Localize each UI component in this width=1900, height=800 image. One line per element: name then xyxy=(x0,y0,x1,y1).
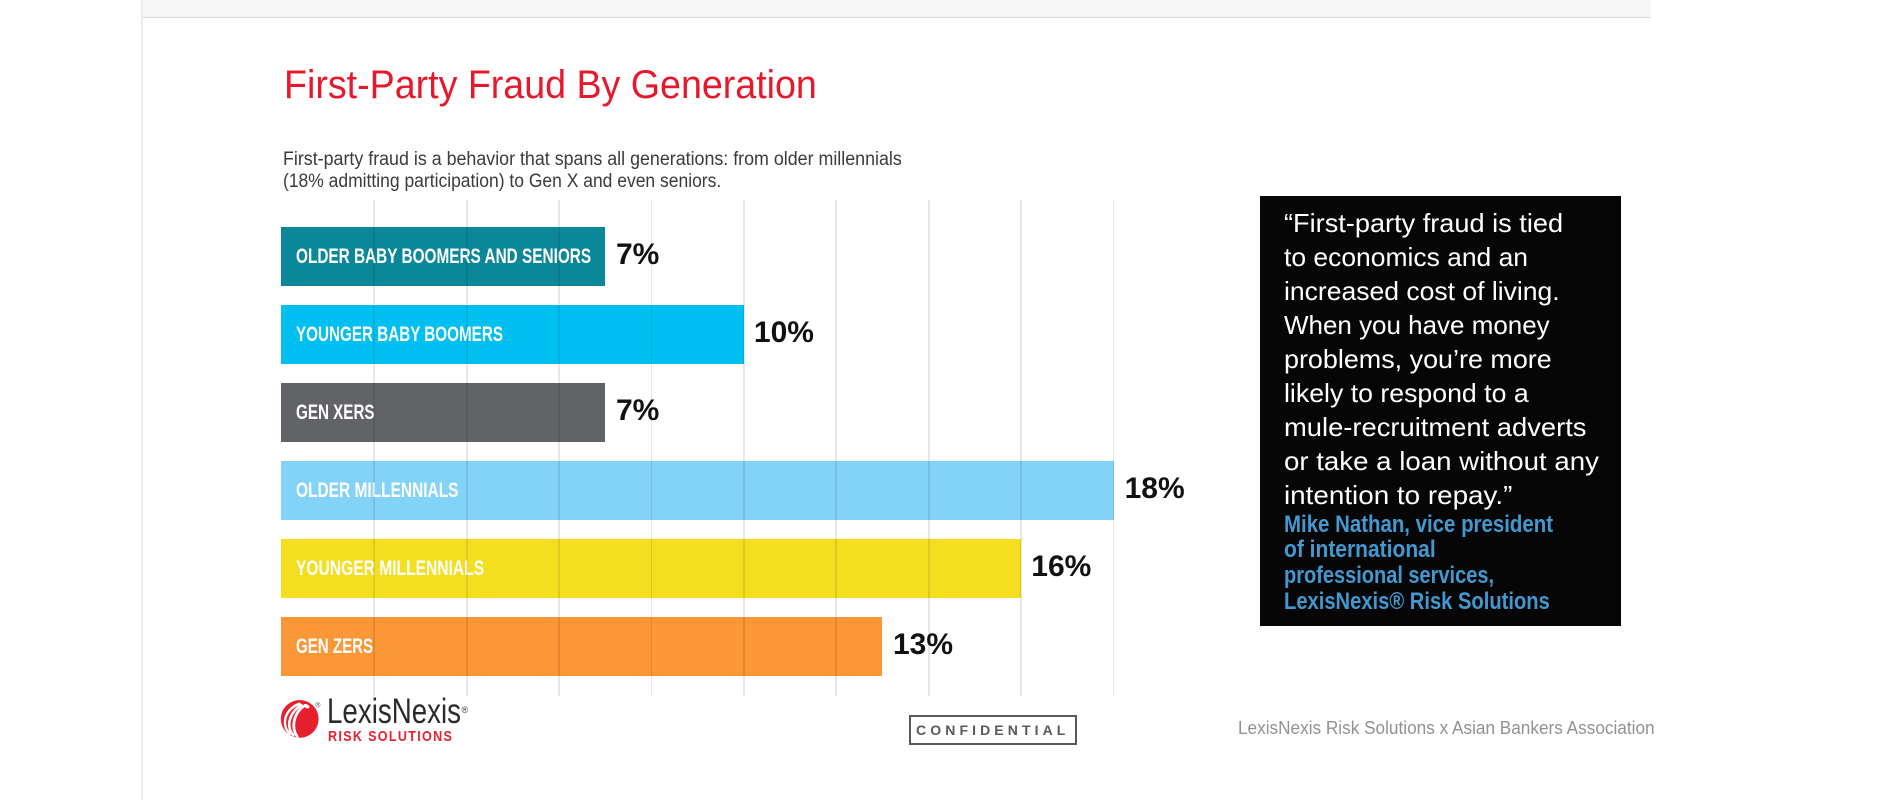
svg-text:®: ® xyxy=(462,705,469,714)
svg-text:®: ® xyxy=(315,702,321,710)
